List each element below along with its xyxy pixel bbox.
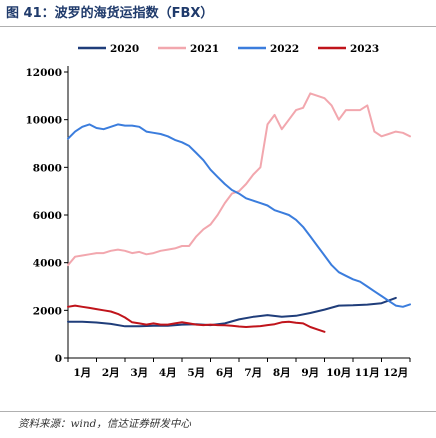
x-tick-label: 7月 — [244, 367, 262, 379]
y-tick-label: 4000 — [33, 258, 62, 270]
series-line-2022 — [67, 123, 411, 308]
x-tick-label: 11月 — [355, 367, 380, 379]
legend: 2020 2021 2022 2023 — [78, 43, 379, 55]
x-tick-label: 8月 — [273, 367, 291, 379]
y-tick-label: 6000 — [33, 210, 62, 222]
x-tick-label: 4月 — [159, 367, 177, 379]
source-note: 资料来源：wind，信达证券研发中心 — [18, 418, 191, 430]
y-tick-label: 12000 — [25, 67, 62, 79]
x-tick-label: 10月 — [326, 367, 351, 379]
y-axis: 0 2000 4000 6000 8000 10000 12000 — [25, 66, 69, 365]
y-tick-label: 10000 — [25, 115, 62, 127]
series-line-2023 — [67, 304, 326, 333]
series-line-2020 — [67, 296, 397, 328]
x-axis: 1月 2月 3月 4月 5月 6月 7月 8月 9月 10月 11月 12月 — [67, 357, 411, 379]
legend-label-2021: 2021 — [190, 43, 219, 55]
x-tick-label: 5月 — [187, 367, 205, 379]
legend-label-2023: 2023 — [350, 43, 379, 55]
x-tick-label: 1月 — [73, 367, 91, 379]
y-tick-label: 8000 — [33, 162, 62, 174]
x-tick-label: 12月 — [383, 367, 408, 379]
x-tick-label: 9月 — [301, 367, 319, 379]
source-divider — [0, 411, 436, 412]
legend-label-2022: 2022 — [270, 43, 299, 55]
x-tick-label: 3月 — [130, 367, 148, 379]
x-tick-label: 6月 — [216, 367, 234, 379]
chart-title: 图 41：波罗的海货运指数（FBX） — [6, 6, 214, 21]
series-line-2021 — [67, 92, 411, 267]
title-divider — [0, 26, 436, 27]
fbx-line-chart: 2020 2021 2022 2023 0 2000 4000 6000 8000 10000 1… — [25, 43, 411, 379]
plot-area — [67, 92, 411, 333]
x-tick-label: 2月 — [102, 367, 120, 379]
y-tick-label: 0 — [55, 353, 62, 365]
legend-label-2020: 2020 — [110, 43, 139, 55]
y-tick-label: 2000 — [33, 305, 62, 317]
